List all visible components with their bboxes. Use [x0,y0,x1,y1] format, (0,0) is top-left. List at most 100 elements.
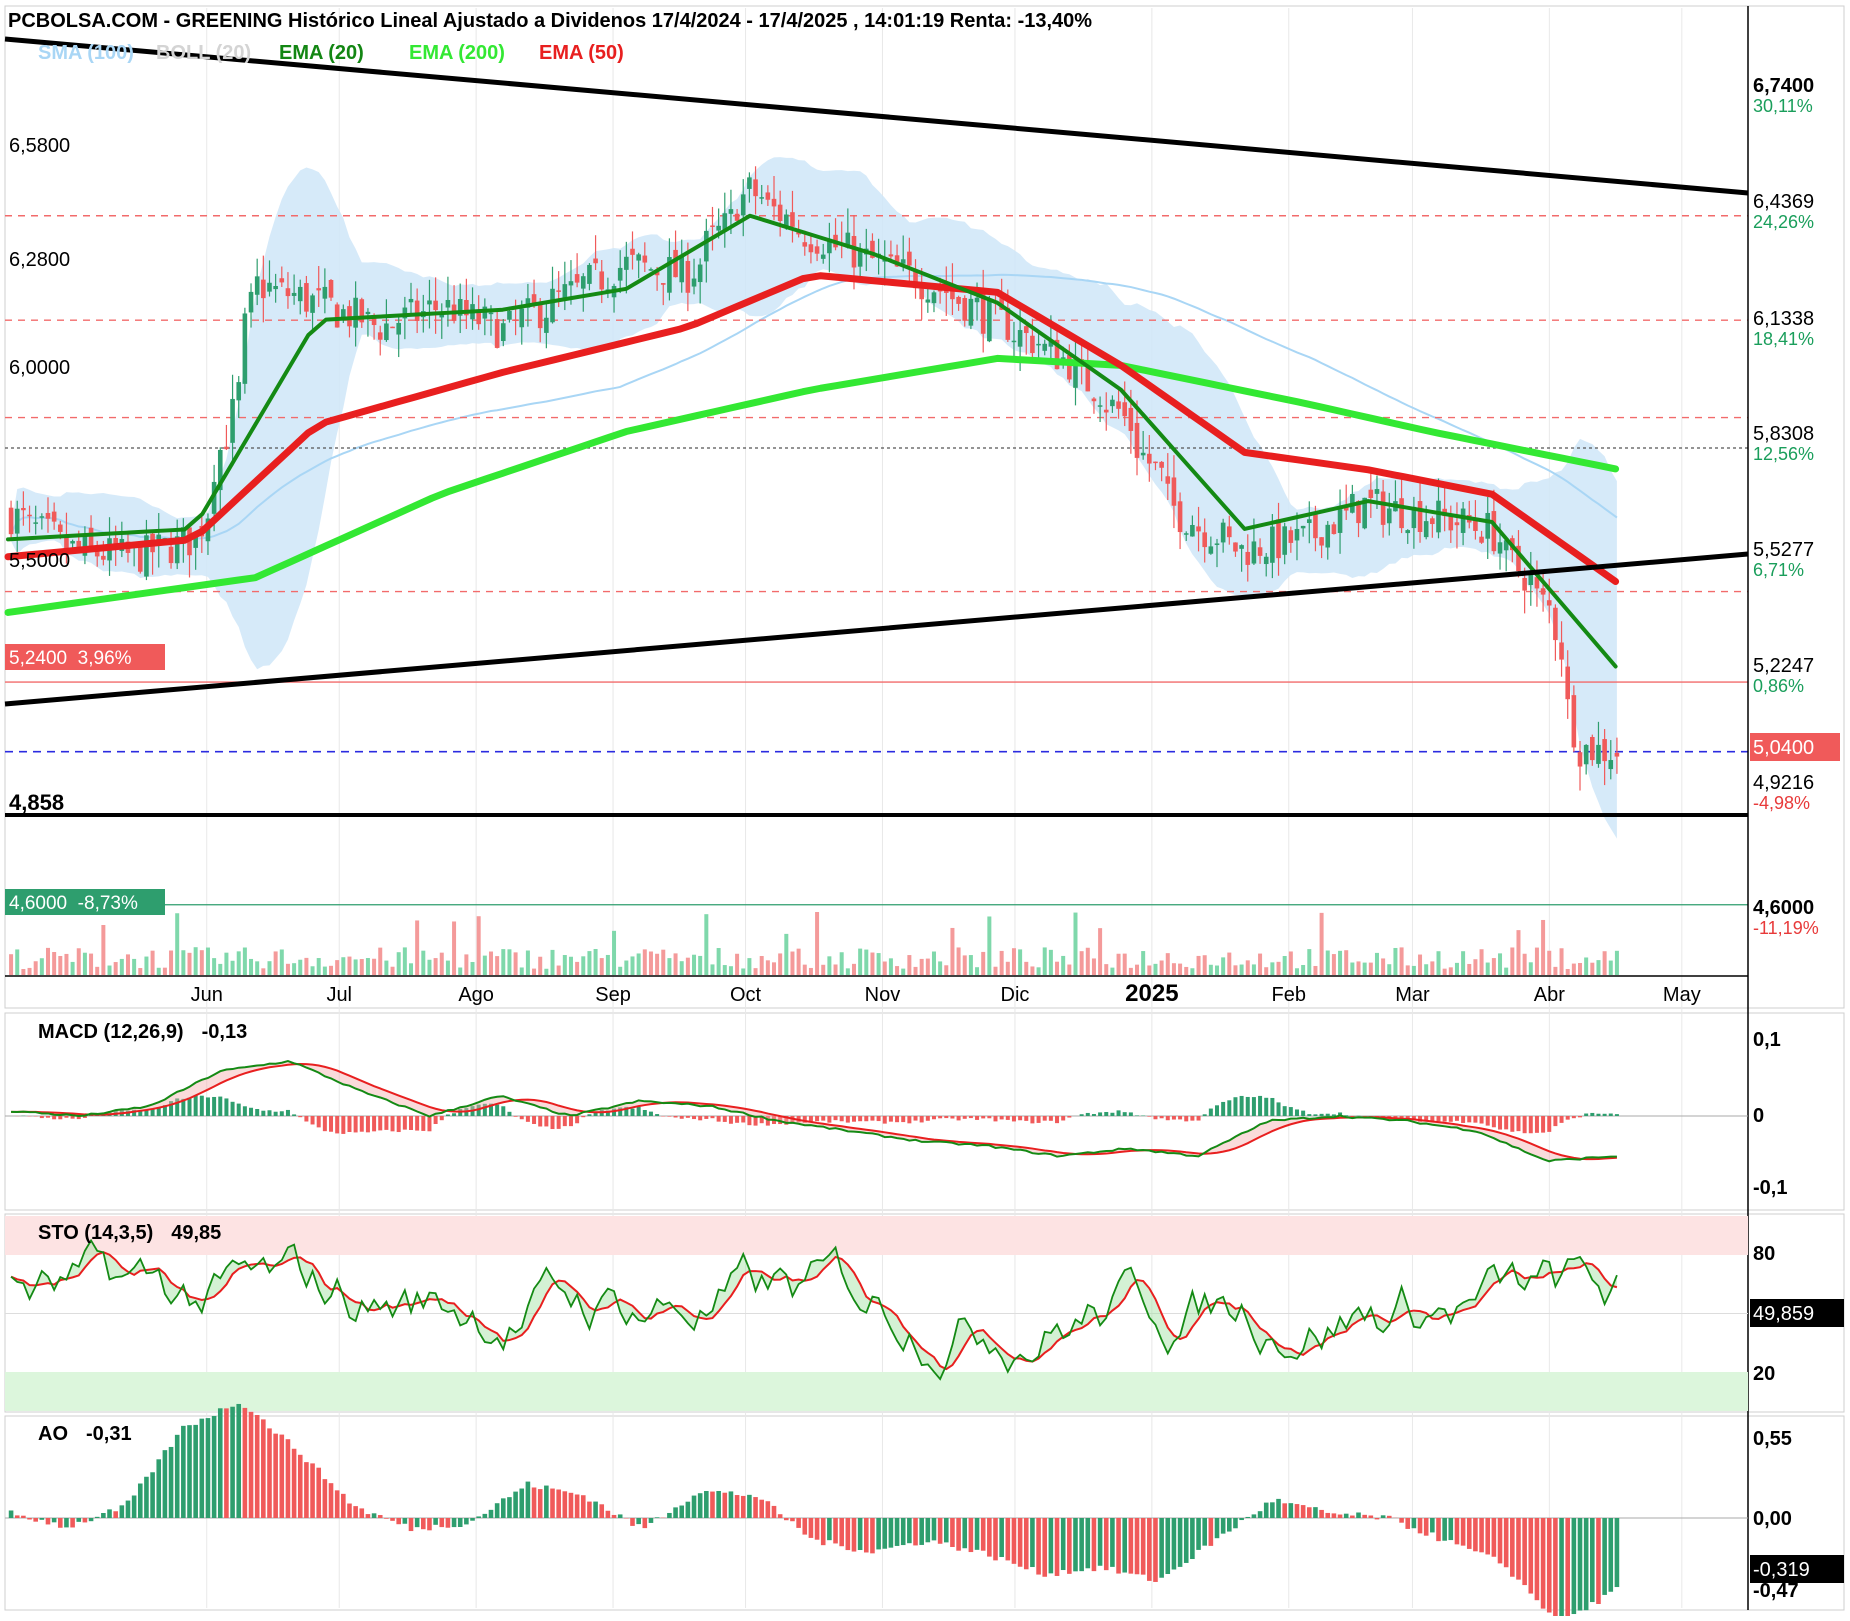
volume-bar [434,958,438,975]
ao-bar [193,1425,198,1518]
volume-bar [243,948,247,975]
volume-bar [1504,968,1508,975]
ao-bar [1276,1499,1281,1518]
macd-histogram-bar [587,1114,591,1116]
candle-body [335,304,340,327]
volume-bar [64,954,68,975]
volume-bar [667,958,671,975]
ao-bar [1473,1518,1478,1551]
volume-bar [280,949,284,975]
ao-bar [569,1493,574,1518]
candle-body [1159,462,1164,468]
volume-bar [95,967,99,975]
ao-bar [913,1518,918,1545]
ao-bar [15,1515,20,1518]
volume-bar [630,956,634,975]
macd-tick-top: 0,1 [1753,1029,1781,1051]
candle-body [70,541,75,543]
ao-bar [101,1513,106,1518]
volume-bar [1400,947,1404,975]
volume-bar [637,953,641,975]
ao-bar [698,1493,703,1518]
volume-bar [606,955,610,975]
candle-body [310,295,315,312]
volume-bar [341,957,345,975]
candle-body [501,323,506,341]
candle-body [58,525,63,532]
volume-bar [1227,953,1231,975]
candle-body [1387,509,1392,524]
volume-bar [594,949,598,975]
volume-bar [446,961,450,975]
macd-histogram-bar [1473,1116,1477,1123]
volume-bar [507,949,511,975]
macd-histogram-bar [957,1116,961,1120]
candle-body [1202,532,1207,547]
ao-bar [464,1518,469,1524]
ao-bar [636,1518,641,1524]
volume-bar [932,952,936,975]
candle-body [790,212,795,227]
ao-bar [667,1513,672,1518]
ao-bar [243,1408,248,1518]
ao-bar [1338,1515,1343,1518]
macd-histogram-bar [1129,1112,1133,1116]
macd-histogram-bar [950,1116,954,1119]
ao-bar [52,1518,57,1522]
ao-bar [766,1501,771,1518]
price-tick-4: 5,5277 [1753,539,1814,561]
macd-histogram-bar [366,1116,370,1132]
macd-histogram-bar [710,1116,714,1118]
volume-bar [778,953,782,975]
ao-bar [439,1518,444,1527]
ao-bar [384,1518,389,1519]
volume-bar [1357,961,1361,975]
ao-bar [1362,1515,1367,1518]
candle-body [636,254,641,260]
candle-body [1559,642,1564,659]
candle-body [827,241,832,253]
candle-body [1522,578,1527,591]
volume-bar [674,953,678,975]
macd-histogram-bar [1024,1116,1028,1121]
macd-histogram-bar [1406,1116,1410,1118]
price-pct-5: 0,86% [1753,676,1804,696]
volume-bar [1326,950,1330,975]
macd-histogram-bar [538,1116,542,1126]
candle-body [1485,513,1490,539]
volume-bar [1412,966,1416,975]
ao-bar [1165,1518,1170,1574]
macd-histogram-bar [280,1111,284,1116]
ao-bar [224,1408,229,1518]
sto-overbought-zone [5,1216,1748,1255]
price-pct-3: 12,56% [1753,444,1814,464]
candle-body [1190,525,1195,536]
macd-histogram-bar [1197,1116,1201,1121]
macd-label: MACD (12,26,9)-0,13 [38,1021,247,1043]
ao-bar [1547,1518,1552,1613]
volume-bar [1547,951,1551,975]
volume-bar [169,951,173,975]
macd-histogram-bar [495,1105,499,1116]
macd-histogram-bar [1529,1116,1533,1133]
volume-bar [1043,947,1047,975]
volume-bar [698,956,702,975]
ao-bar [747,1495,752,1518]
ao-bar [710,1492,715,1518]
volume-bar [458,968,462,975]
volume-bar [1184,967,1188,975]
price-tick-1: 6,4369 [1753,191,1814,213]
candle-body [1233,542,1238,551]
candle-body [507,311,512,320]
macd-histogram-bar [975,1116,979,1120]
macd-histogram-bar [384,1116,388,1130]
macd-histogram-bar [1166,1116,1170,1120]
macd-histogram-bar [378,1116,382,1130]
macd-histogram-bar [551,1116,555,1129]
ao-bar [1159,1518,1164,1578]
candle-body [1239,545,1244,549]
boxed-level-4600: 4,6000 -8,73% [5,889,165,915]
ao-bar [1461,1518,1466,1546]
volume-bar [680,961,684,975]
